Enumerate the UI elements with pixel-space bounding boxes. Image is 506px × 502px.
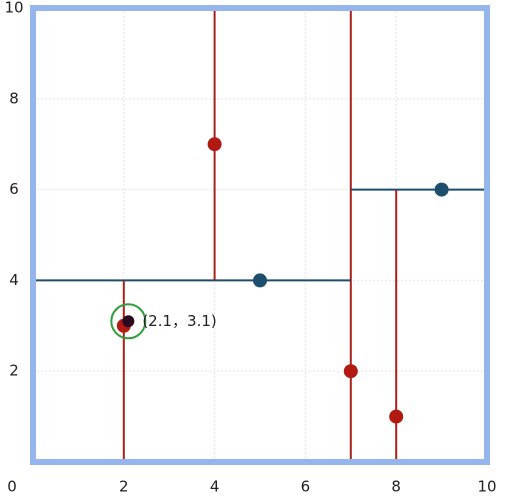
x-tick-label: 2 [119,478,129,496]
x-tick-label: 0 [7,478,17,496]
point [434,182,449,197]
point [207,137,222,152]
y-tick-label: 4 [9,271,19,289]
point [343,364,358,379]
x-tick-label: 6 [301,478,311,496]
query-point [122,315,135,328]
point [389,409,404,424]
y-tick-label: 10 [4,0,23,17]
query-label: (2.1，3.1) [142,312,216,330]
y-tick-label: 2 [9,362,19,380]
x-tick-label: 10 [477,478,496,496]
query-ring [110,303,147,340]
y-tick-label: 8 [9,89,19,107]
x-tick-label: 4 [210,478,220,496]
plot-border [30,5,490,465]
point [253,273,267,288]
x-tick-label: 8 [391,478,401,496]
y-tick-label: 6 [9,180,19,198]
